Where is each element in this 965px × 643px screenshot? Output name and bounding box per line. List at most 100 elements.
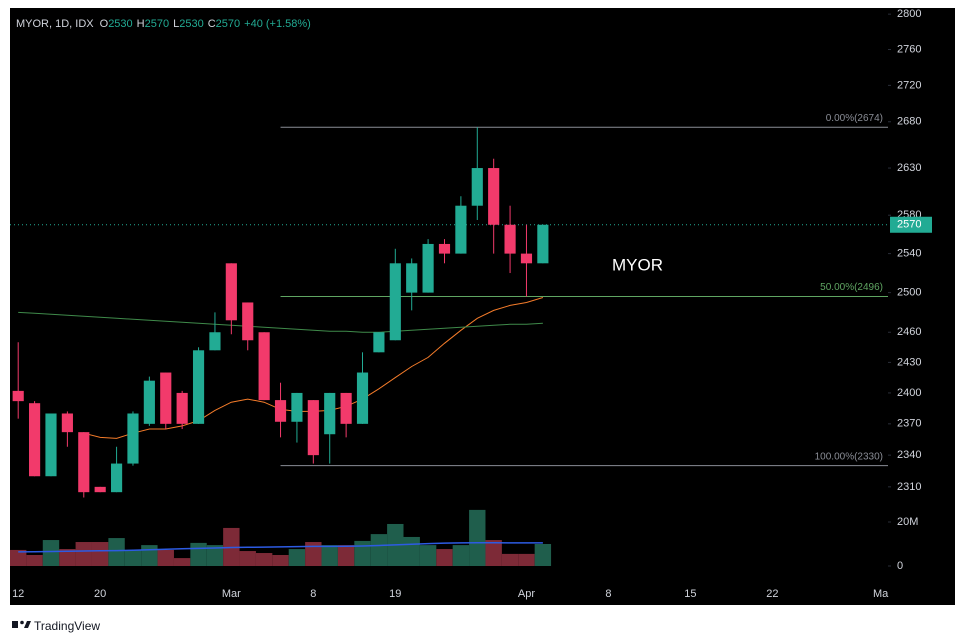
footer-text: TradingView <box>34 619 100 633</box>
candle-body <box>61 413 73 433</box>
legend-header: MYOR, 1D, IDX O2530 H2570 L2530 C2570 +40 (+1… <box>16 18 311 30</box>
candle-body <box>291 392 303 422</box>
logo <box>12 621 18 628</box>
y-tick-label: 2630 <box>897 162 921 174</box>
y-tick-label: 2310 <box>897 481 921 493</box>
volume-bar <box>534 544 552 566</box>
volume-bar <box>91 542 109 566</box>
x-tick-label: 8 <box>605 588 611 600</box>
candle-body <box>192 350 205 424</box>
candle-body <box>455 205 467 254</box>
legend-key: H <box>137 18 145 30</box>
fib-label: 0.00%(2674) <box>826 113 883 124</box>
volume-ma-line <box>18 541 543 553</box>
last-price-box <box>890 216 932 233</box>
symbol: MYOR, 1D, IDX <box>16 18 94 30</box>
volume-bar <box>124 549 142 566</box>
x-tick-label: 19 <box>389 588 401 600</box>
candle-body <box>504 224 516 254</box>
candle-body <box>78 432 90 493</box>
candle-body <box>356 372 369 424</box>
plot-area <box>10 126 888 566</box>
x-tick-label: 15 <box>684 588 696 600</box>
candle-body <box>242 302 254 341</box>
volume-bar <box>305 542 322 566</box>
volume-bar <box>518 553 535 566</box>
candle-body <box>258 332 270 401</box>
volume-bar <box>255 553 273 566</box>
volume-tick-label: 20M <box>897 516 918 528</box>
volume-bar <box>272 555 289 566</box>
x-tick-label: 12 <box>12 588 24 600</box>
volume-bar <box>75 542 92 566</box>
y-tick-label: 2720 <box>897 79 921 91</box>
candle-body <box>29 403 41 477</box>
y-tick-label: 2540 <box>897 248 921 260</box>
volume-bar <box>42 540 60 566</box>
volume-bar <box>452 545 470 566</box>
x-tick-label: Apr <box>518 588 535 600</box>
candle-body <box>225 263 237 321</box>
volume-bar <box>469 509 486 566</box>
candle-body <box>488 168 500 225</box>
volume-bar <box>108 538 125 566</box>
candle-body <box>12 390 24 402</box>
legend-value: 2570 <box>216 18 240 30</box>
legend-value: 2570 <box>145 18 169 30</box>
volume-bar <box>337 545 355 566</box>
y-tick-label: 2760 <box>897 43 921 55</box>
fib-label: 50.00%(2496) <box>820 282 883 293</box>
legend-key: L <box>173 18 179 30</box>
candle-body <box>110 463 123 493</box>
volume-bar <box>354 540 371 566</box>
volume-bar <box>419 545 437 566</box>
y-tick-label: 2500 <box>897 287 921 299</box>
candle-body <box>422 243 434 293</box>
volume-bar <box>239 551 256 566</box>
legend-change: +40 (+1.58%) <box>244 18 311 30</box>
candle-body <box>160 372 172 424</box>
candle-body <box>389 263 401 341</box>
volume-bar <box>288 549 306 566</box>
candle-body <box>307 400 319 456</box>
volume-bar <box>173 558 191 566</box>
annotation: MYOR <box>612 255 663 274</box>
ma-line <box>18 311 543 333</box>
x-tick-label: 20 <box>94 588 106 600</box>
y-tick-label: 2460 <box>897 326 921 338</box>
y-tick-label: 2800 <box>897 8 921 20</box>
volume-tick-label: 0 <box>897 560 903 572</box>
y-tick-label: 2400 <box>897 387 921 399</box>
x-tick-label: Mar <box>222 588 241 600</box>
candle-body <box>143 380 155 424</box>
legend-key: O <box>100 18 109 30</box>
y-tick-label: 2370 <box>897 418 921 430</box>
x-tick-label: Ma <box>873 588 889 600</box>
x-tick-label: 22 <box>766 588 778 600</box>
x-tick-label: 8 <box>310 588 316 600</box>
volume-bar <box>190 542 207 566</box>
candle-body <box>127 413 139 464</box>
legend-key: C <box>208 18 216 30</box>
candle-body <box>537 224 549 264</box>
volume-bar <box>10 549 27 566</box>
y-tick-label: 2680 <box>897 116 921 128</box>
candle-body <box>373 332 385 353</box>
candle-body <box>274 400 287 422</box>
y-tick-label: 2430 <box>897 356 921 368</box>
candle-body <box>94 486 106 493</box>
volume-bar <box>141 545 158 566</box>
volume-bar <box>206 545 224 566</box>
footer: TradingView <box>12 619 100 633</box>
volume-bar <box>485 540 502 566</box>
y-tick-label: 2340 <box>897 449 921 461</box>
legend-value: 2530 <box>108 18 132 30</box>
fib-label: 100.00%(2330) <box>815 451 883 462</box>
candle-body <box>406 263 418 293</box>
volume-bar <box>321 545 338 566</box>
last-price-label: 2570 <box>897 219 921 231</box>
volume-bar <box>26 555 43 566</box>
logo <box>24 621 31 628</box>
candle-body <box>471 168 483 206</box>
